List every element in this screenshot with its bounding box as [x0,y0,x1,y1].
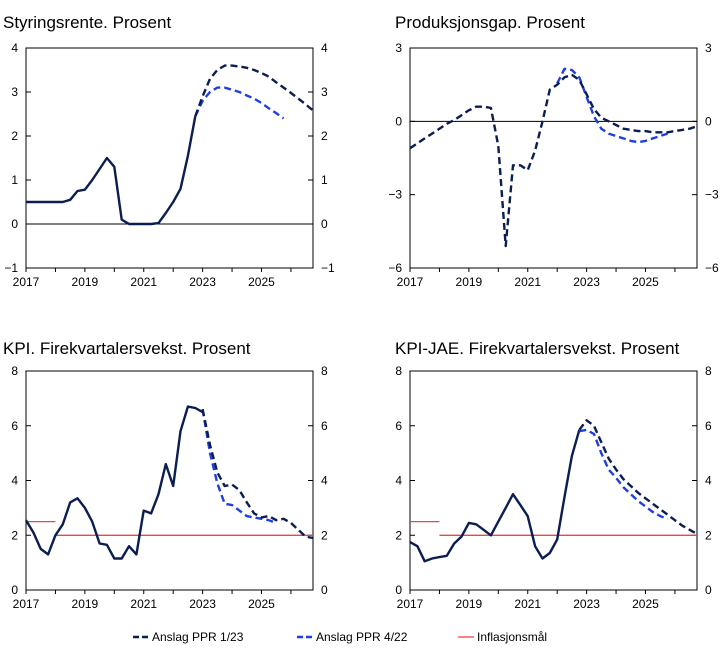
panel-kpi-jae: KPI-JAE. Firekvartalersvekst. Prosent 0 0… [395,339,712,611]
y-tick-label: 8 [395,364,402,378]
x-tick-label: 2019 [456,275,483,289]
x-tick-label: 2017 [397,597,424,611]
panel-kpi: KPI. Firekvartalersvekst. Prosent 0 0 2 2 4 4… [3,339,328,611]
x-tick-label: 2021 [514,597,541,611]
x-tick-label: 2025 [632,275,659,289]
x-tick-label: 2019 [456,597,483,611]
y-tick-label: −1 [321,261,335,275]
series-line-ppr123 [409,73,698,248]
series-line-hist [26,115,197,226]
chart-title: KPI. Firekvartalersvekst. Prosent [3,339,251,358]
series-line-ppr422 [556,67,668,144]
x-tick-label: 2021 [130,597,157,611]
y-tick-label: 4 [321,474,328,488]
y-tick-label: 0 [395,583,402,597]
y-tick-label: 4 [11,474,18,488]
y-tick-label: 4 [705,474,712,488]
legend-label: Anslag PPR 4/22 [316,630,408,644]
x-tick-label: 2019 [72,275,99,289]
legend-item-ppr123: Anslag PPR 1/23 [133,630,244,644]
plot-frame [25,370,314,591]
y-tick-label: 6 [705,419,712,433]
y-tick-label: 6 [11,419,18,433]
series-line-ppr123 [201,409,314,540]
x-tick-label: 2023 [189,597,216,611]
y-tick-label: 3 [11,85,18,99]
x-tick-label: 2025 [632,597,659,611]
y-tick-label: 4 [321,41,328,55]
series-line-ppr422 [194,86,285,120]
plot-frame [25,47,314,269]
y-tick-label: 3 [395,41,402,55]
y-tick-label: −6 [388,261,402,275]
y-tick-label: −3 [705,188,719,202]
y-tick-label: 1 [321,173,328,187]
x-tick-label: 2017 [13,275,40,289]
panel-styringsrente: Styringsrente. Prosent −1 −1 0 0 1 1 2 2 3 3 4 4 201… [3,13,335,289]
chart-title: KPI-JAE. Firekvartalersvekst. Prosent [395,339,680,358]
y-tick-label: 1 [11,173,18,187]
x-tick-label: 2025 [248,597,275,611]
y-tick-label: 2 [11,129,18,143]
y-tick-label: 0 [395,114,402,128]
series-line-ppr422 [579,428,669,520]
plot-frame [409,47,698,269]
y-tick-label: 0 [705,583,712,597]
y-tick-label: 0 [11,583,18,597]
y-tick-label: 0 [321,217,328,231]
series-line-hist [24,405,204,560]
legend-label: Inflasjonsmål [477,630,547,644]
x-tick-label: 2017 [13,597,40,611]
panel-produksjonsgap: Produksjonsgap. Prosent −6 −6 −3 −3 0 0 3 3 2017… [388,13,719,289]
y-tick-label: 2 [705,528,712,542]
y-tick-label: 8 [11,364,18,378]
plot-frame [409,370,698,591]
x-tick-label: 2021 [130,275,157,289]
y-tick-label: 4 [395,474,402,488]
y-tick-label: 2 [11,528,18,542]
x-tick-label: 2017 [397,275,424,289]
chart-title: Produksjonsgap. Prosent [395,13,585,32]
chart-title: Styringsrente. Prosent [3,13,171,32]
series-line-ppr123 [194,64,314,117]
y-tick-label: 0 [11,217,18,231]
series-line-hist [409,429,581,563]
legend-label: Anslag PPR 1/23 [152,630,244,644]
x-tick-label: 2023 [573,597,600,611]
y-tick-label: 2 [321,129,328,143]
x-tick-label: 2021 [514,275,541,289]
y-tick-label: −3 [388,188,402,202]
y-tick-label: −6 [705,261,719,275]
x-tick-label: 2023 [189,275,216,289]
y-tick-label: 0 [705,114,712,128]
legend: Anslag PPR 1/23 Anslag PPR 4/22 Inflasjo… [133,630,547,644]
y-tick-label: 3 [321,85,328,99]
y-tick-label: −1 [4,261,18,275]
legend-item-ppr422: Anslag PPR 4/22 [297,630,408,644]
x-tick-label: 2023 [573,275,600,289]
y-tick-label: 4 [11,41,18,55]
y-tick-label: 8 [705,364,712,378]
x-tick-label: 2019 [72,597,99,611]
y-tick-label: 0 [321,583,328,597]
y-tick-label: 3 [705,41,712,55]
y-tick-label: 8 [321,364,328,378]
y-tick-label: 2 [321,528,328,542]
y-tick-label: 6 [321,419,328,433]
series-line-ppr422 [201,409,277,525]
x-tick-label: 2025 [248,275,275,289]
series-line-ppr123 [578,419,698,535]
y-tick-label: 2 [395,528,402,542]
legend-item-target: Inflasjonsmål [458,630,547,644]
y-tick-label: 6 [395,419,402,433]
